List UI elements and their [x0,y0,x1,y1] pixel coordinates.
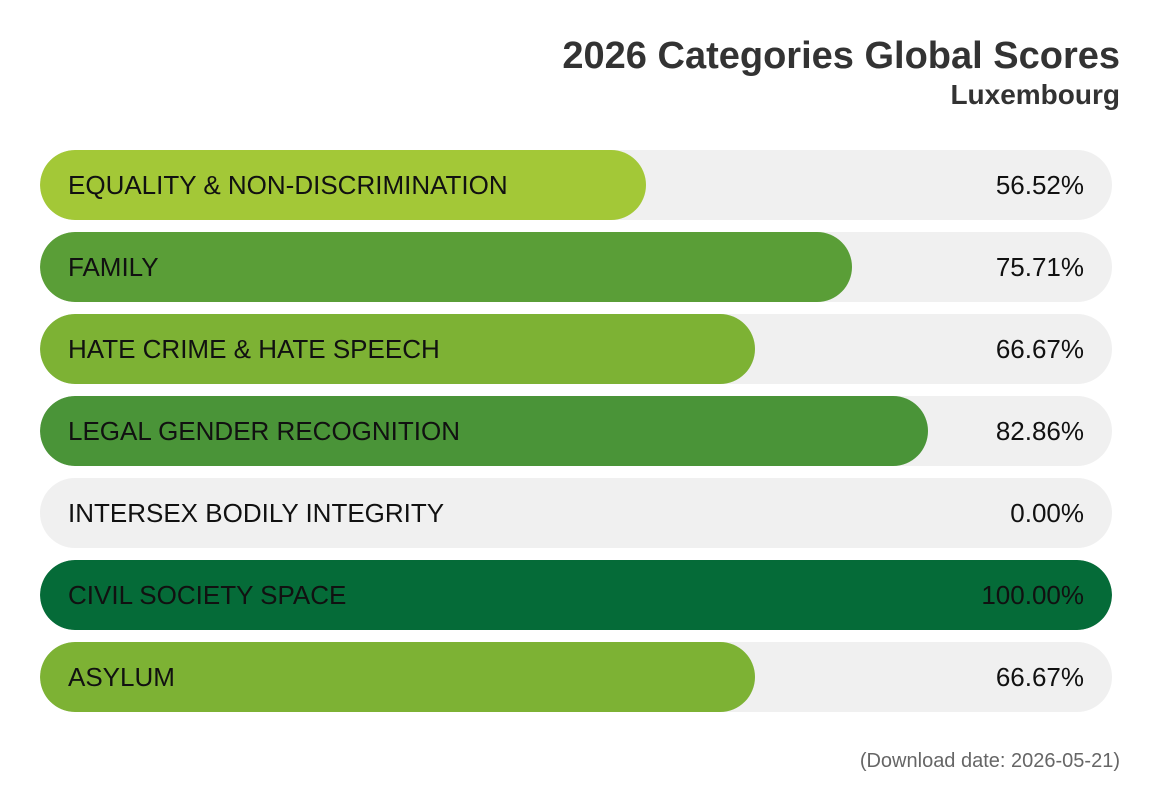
bar-row: ASYLUM 66.67% [40,642,1112,712]
bar-label: FAMILY [68,252,159,282]
bar-fill [40,396,929,466]
chart-subtitle: Luxembourg [950,79,1120,110]
bar-value: 82.86% [995,416,1084,446]
bar-value: 66.67% [995,662,1084,692]
bar-label: INTERSEX BODILY INTEGRITY [68,498,445,528]
bar-label: LEGAL GENDER RECOGNITION [68,416,460,446]
bar-fill [40,314,755,384]
bar-fill [40,642,755,712]
bar-value: 56.52% [995,170,1084,200]
bar-value: 100.00% [981,580,1084,610]
bar-row: HATE CRIME & HATE SPEECH 66.67% [40,314,1112,384]
bar-label: ASYLUM [68,662,175,692]
bar-list: EQUALITY & NON-DISCRIMINATION 56.52% FAMIL… [40,150,1112,724]
chart-header: 2026 Categories Global Scores Luxembourg [562,34,1120,112]
chart-title: 2026 Categories Global Scores [562,35,1120,77]
bar-fill [40,232,852,302]
download-date: (Download date: 2026-05-21) [859,750,1120,772]
bar-value: 66.67% [995,334,1084,364]
bar-fill [40,150,646,220]
bar-row: EQUALITY & NON-DISCRIMINATION 56.52% [40,150,1112,220]
bar-row: INTERSEX BODILY INTEGRITY 0.00% [40,478,1112,548]
bar-label: CIVIL SOCIETY SPACE [68,580,347,610]
bar-row: LEGAL GENDER RECOGNITION 82.86% [40,396,1112,466]
bar-value: 75.71% [995,252,1084,282]
bar-fill [40,560,1112,630]
bar-row: CIVIL SOCIETY SPACE 100.00% [40,560,1112,630]
bar-value: 0.00% [1010,498,1084,528]
bar-label: HATE CRIME & HATE SPEECH [68,334,440,364]
bar-label: EQUALITY & NON-DISCRIMINATION [68,170,508,200]
bar-row: FAMILY 75.71% [40,232,1112,302]
